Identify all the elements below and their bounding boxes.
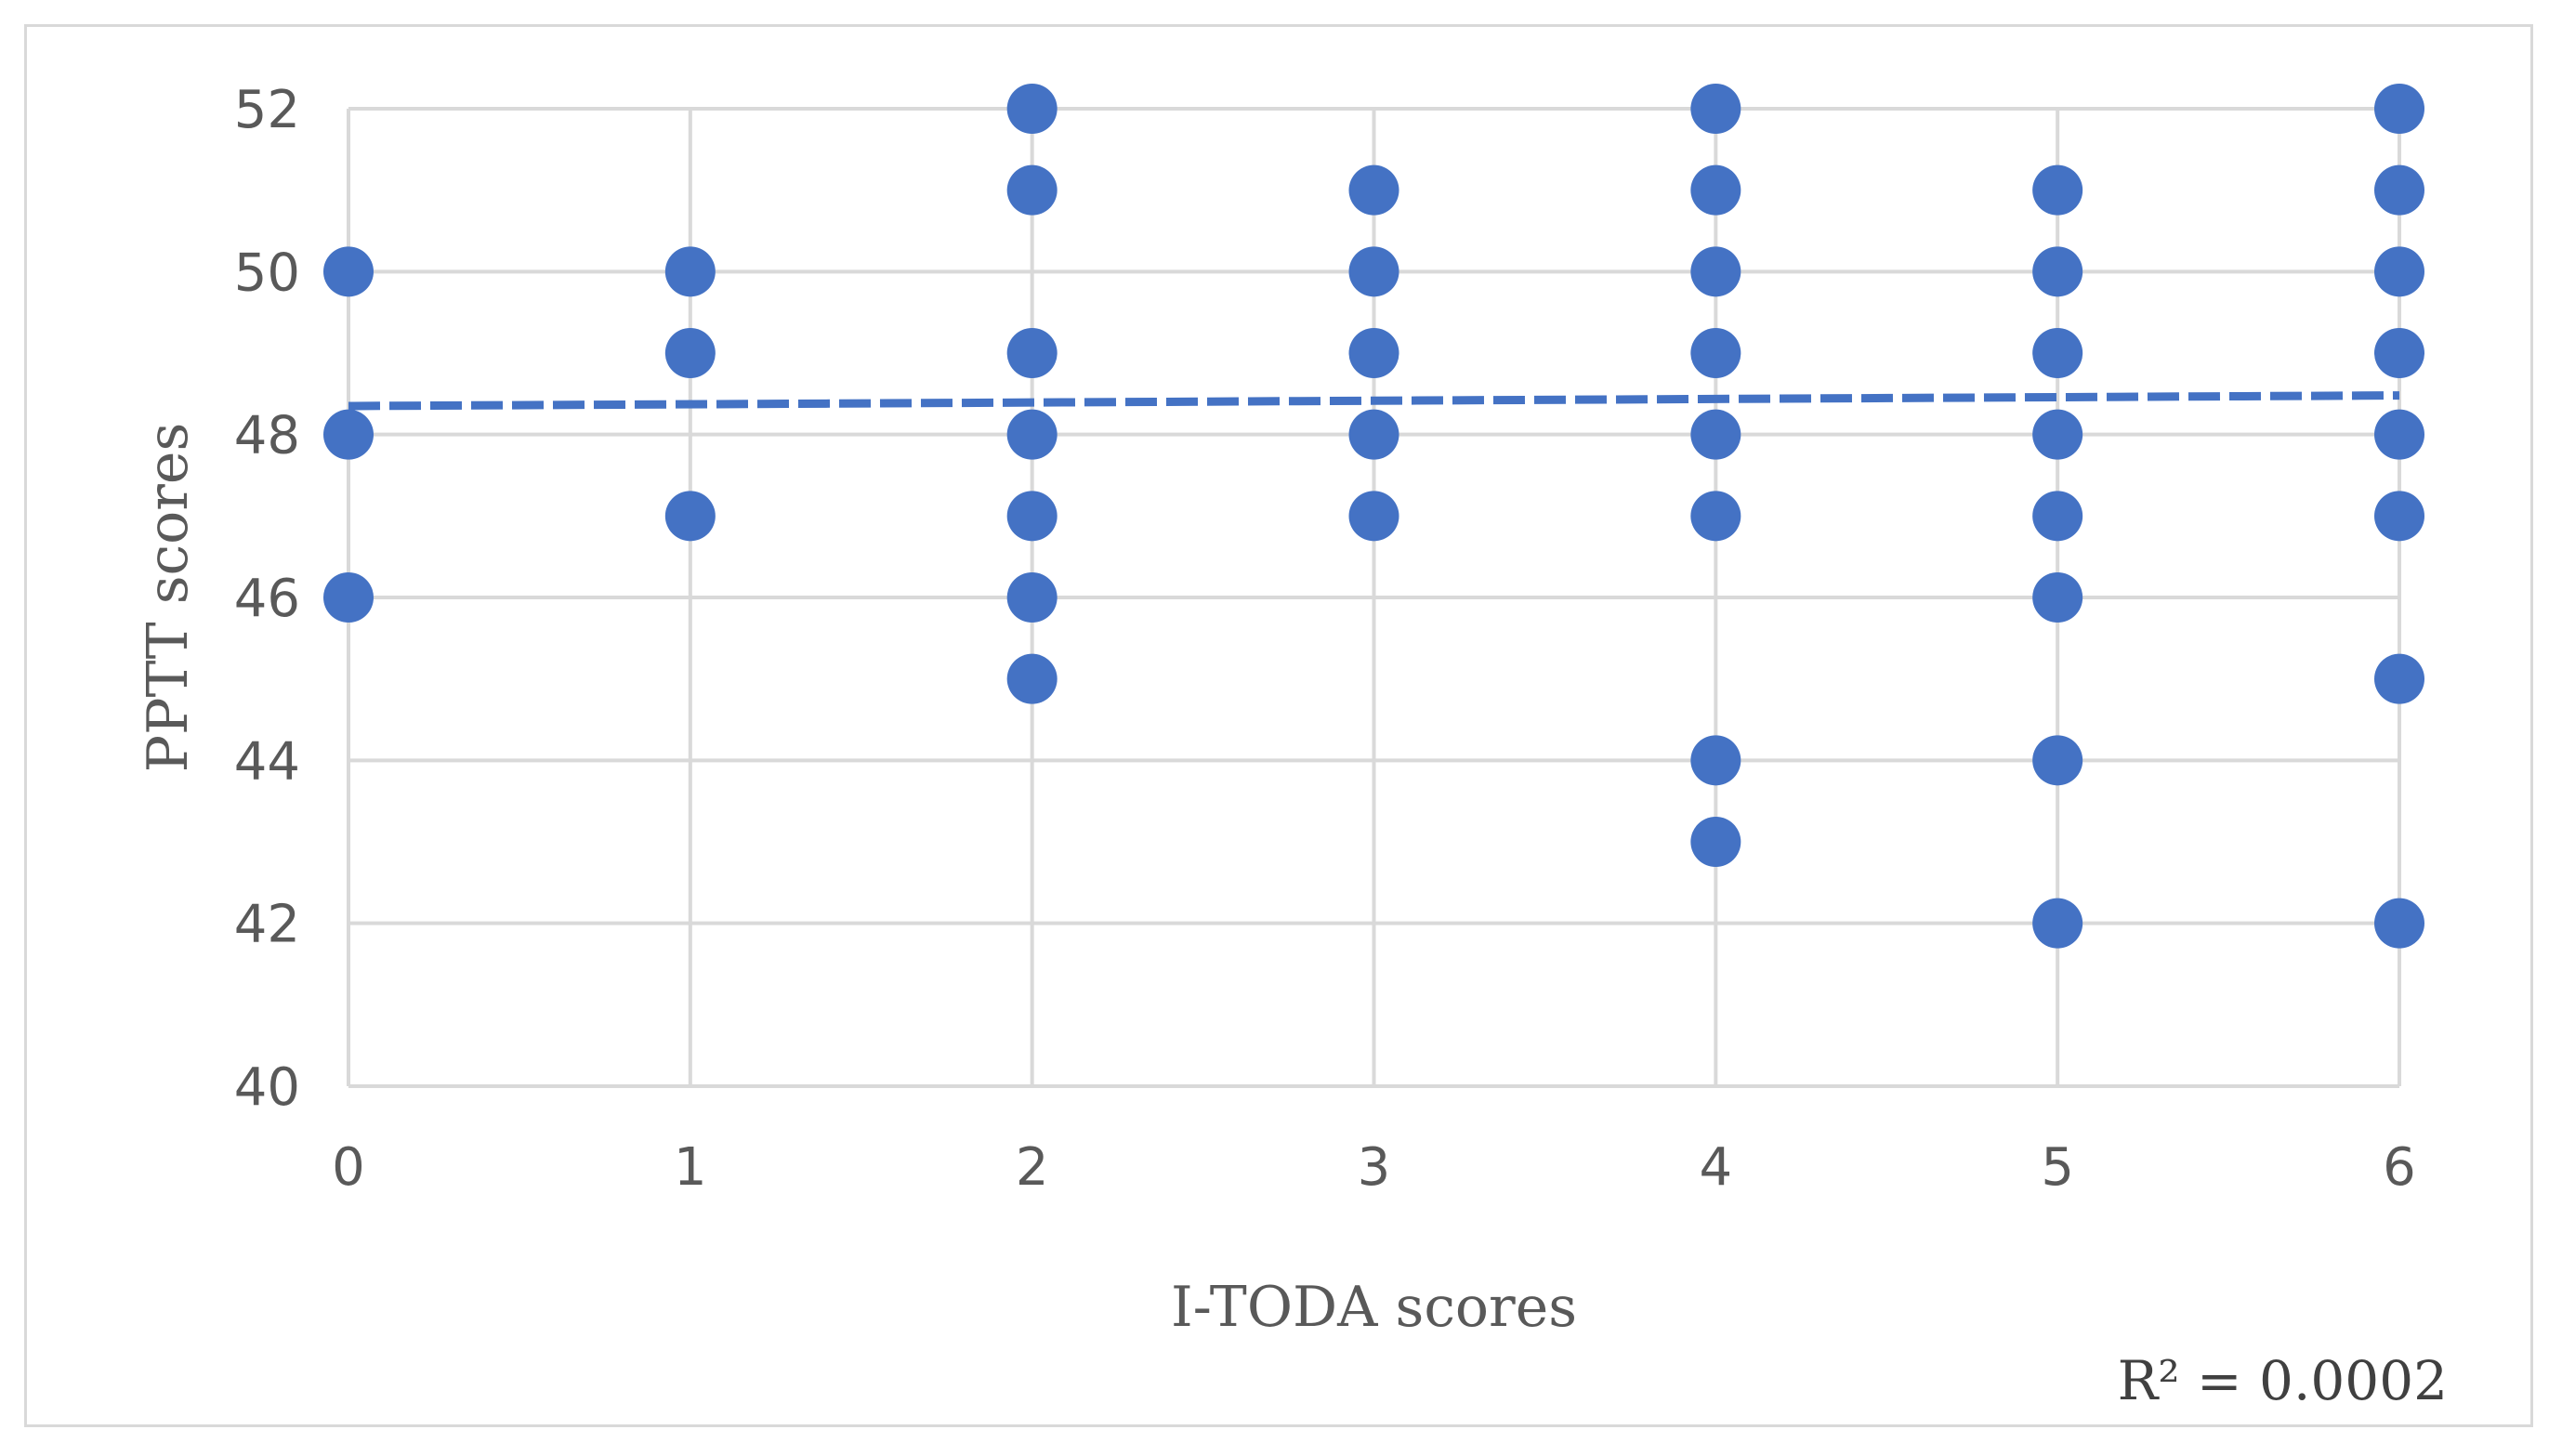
data-point: [323, 572, 374, 623]
trendline: [348, 391, 2400, 411]
data-point: [2032, 328, 2083, 378]
y-tick-label: 50: [234, 243, 300, 303]
data-point: [2032, 572, 2083, 623]
data-point: [1690, 409, 1741, 460]
tick-labels: 40 42 44 46 48 50 52 0 1 2 3 4 5 6: [234, 80, 2416, 1198]
data-point: [1348, 409, 1399, 460]
data-point: [2374, 491, 2424, 542]
data-point: [2032, 246, 2083, 297]
data-point: [1690, 164, 1741, 216]
data-point: [1006, 653, 1058, 704]
x-tick-label: 6: [2383, 1137, 2416, 1198]
data-point: [2374, 898, 2424, 949]
data-point: [2032, 491, 2083, 542]
x-tick-label: 4: [1700, 1137, 1733, 1198]
y-tick-label: 52: [234, 80, 300, 140]
y-tick-label: 46: [234, 569, 300, 629]
x-tick-label: 3: [1358, 1137, 1391, 1198]
data-point: [1690, 246, 1741, 297]
data-point: [323, 409, 374, 460]
data-point: [2374, 653, 2424, 704]
data-point: [664, 246, 716, 297]
data-point: [1690, 328, 1741, 378]
data-point: [2374, 409, 2424, 460]
data-point: [323, 246, 374, 297]
x-tick-label: 0: [332, 1137, 365, 1198]
data-point: [2374, 246, 2424, 297]
chart-frame: 40 42 44 46 48 50 52 0 1 2 3 4 5 6 I-TODA scores PPTT…: [24, 24, 2533, 1427]
y-tick-label: 40: [234, 1057, 300, 1118]
data-point: [1690, 491, 1741, 542]
data-point: [664, 491, 716, 542]
data-point: [1690, 84, 1741, 134]
r-squared-label: R² = 0.0002: [2118, 1349, 2448, 1412]
data-points: [323, 84, 2424, 949]
data-point: [2374, 164, 2424, 216]
data-point: [1006, 84, 1058, 134]
y-tick-label: 42: [234, 895, 300, 955]
data-point: [2032, 409, 2083, 460]
data-point: [1690, 735, 1741, 786]
x-tick-label: 1: [674, 1137, 707, 1198]
y-tick-label: 44: [234, 731, 300, 792]
data-point: [2374, 84, 2424, 134]
data-point: [1348, 328, 1399, 378]
data-point: [2032, 898, 2083, 949]
y-axis-title: PPTT scores: [136, 423, 201, 772]
data-point: [1690, 817, 1741, 867]
data-point: [2032, 164, 2083, 216]
x-tick-label: 2: [1016, 1137, 1049, 1198]
data-point: [2374, 328, 2424, 378]
data-point: [1006, 491, 1058, 542]
data-point: [1006, 572, 1058, 623]
trendline-layer: [348, 391, 2400, 411]
data-point: [1348, 246, 1399, 297]
data-point: [1006, 164, 1058, 216]
data-point: [2032, 735, 2083, 786]
scatter-chart: 40 42 44 46 48 50 52 0 1 2 3 4 5 6 I-TODA scores PPTT…: [136, 80, 2448, 1412]
data-point: [1348, 491, 1399, 542]
data-point: [664, 328, 716, 378]
data-point: [1006, 409, 1058, 460]
x-tick-label: 5: [2041, 1137, 2074, 1198]
data-point: [1348, 164, 1399, 216]
data-point: [1006, 328, 1058, 378]
x-axis-title: I-TODA scores: [1171, 1275, 1577, 1340]
y-tick-label: 48: [234, 406, 300, 466]
